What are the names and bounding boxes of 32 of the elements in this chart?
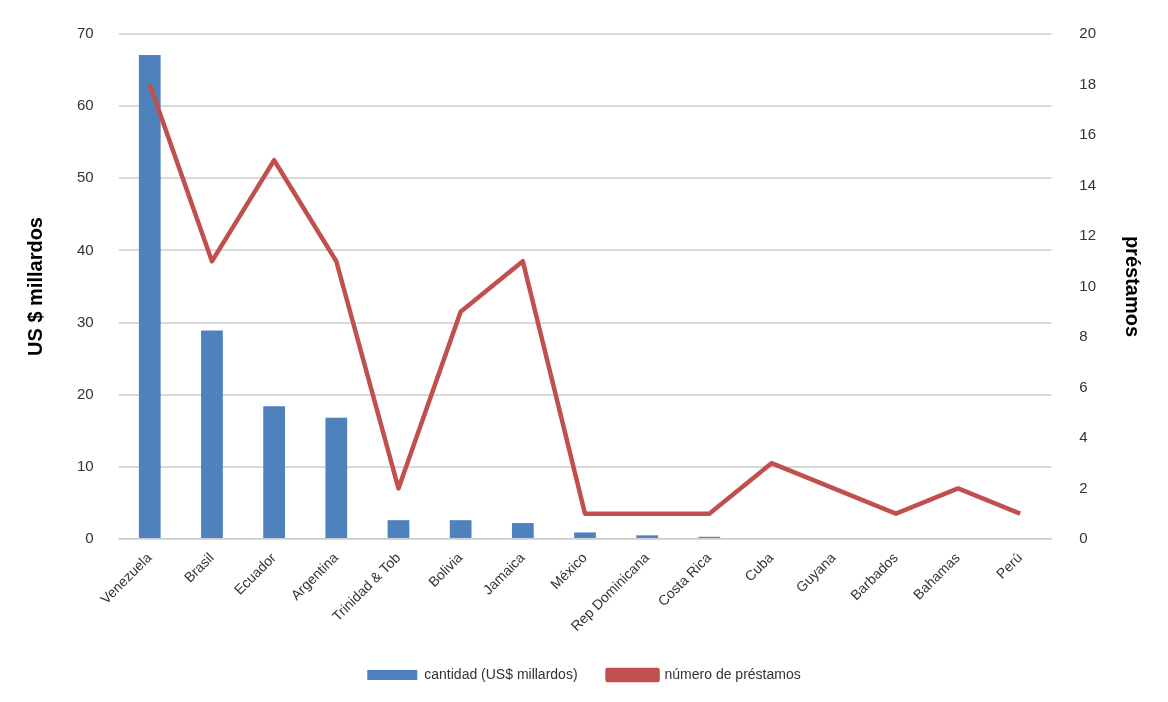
y-tick-label: 70 [77, 24, 94, 42]
legend-label: cantidad (US$ millardos) [424, 665, 578, 682]
y-tick-label: 10 [77, 456, 94, 474]
y2-tick-label: 4 [1079, 428, 1088, 446]
y2-tick-label: 0 [1079, 529, 1088, 547]
y2-tick-label: 6 [1079, 377, 1088, 395]
bar [325, 417, 348, 538]
y2-tick-label: 8 [1079, 327, 1088, 345]
y2-tick-label: 10 [1079, 276, 1096, 294]
y2-tick-label: 20 [1079, 24, 1096, 42]
y2-tick-label: 14 [1079, 175, 1096, 193]
y-tick-label: 0 [85, 529, 94, 547]
y2-tick-label: 2 [1079, 478, 1088, 496]
bar [263, 406, 285, 538]
bar [387, 520, 410, 538]
legend-label: número de préstamos [664, 665, 801, 682]
y-tick-label: 40 [77, 240, 94, 258]
y2-tick-label: 18 [1079, 74, 1096, 92]
y-tick-label: 60 [77, 96, 94, 114]
y2-tick-label: 16 [1079, 125, 1096, 143]
bar [511, 523, 534, 538]
bar [138, 54, 161, 538]
y-tick-label: 30 [77, 312, 94, 330]
y-tick-label: 20 [77, 384, 94, 402]
y2-tick-label: 12 [1079, 226, 1096, 244]
y2-axis-title: préstamos [1122, 235, 1145, 338]
bar [574, 532, 596, 538]
y-tick-label: 50 [77, 168, 94, 186]
y-axis-title: US $ millardos [23, 217, 46, 356]
bar [636, 535, 659, 538]
bar [449, 520, 472, 538]
bar [201, 330, 223, 538]
